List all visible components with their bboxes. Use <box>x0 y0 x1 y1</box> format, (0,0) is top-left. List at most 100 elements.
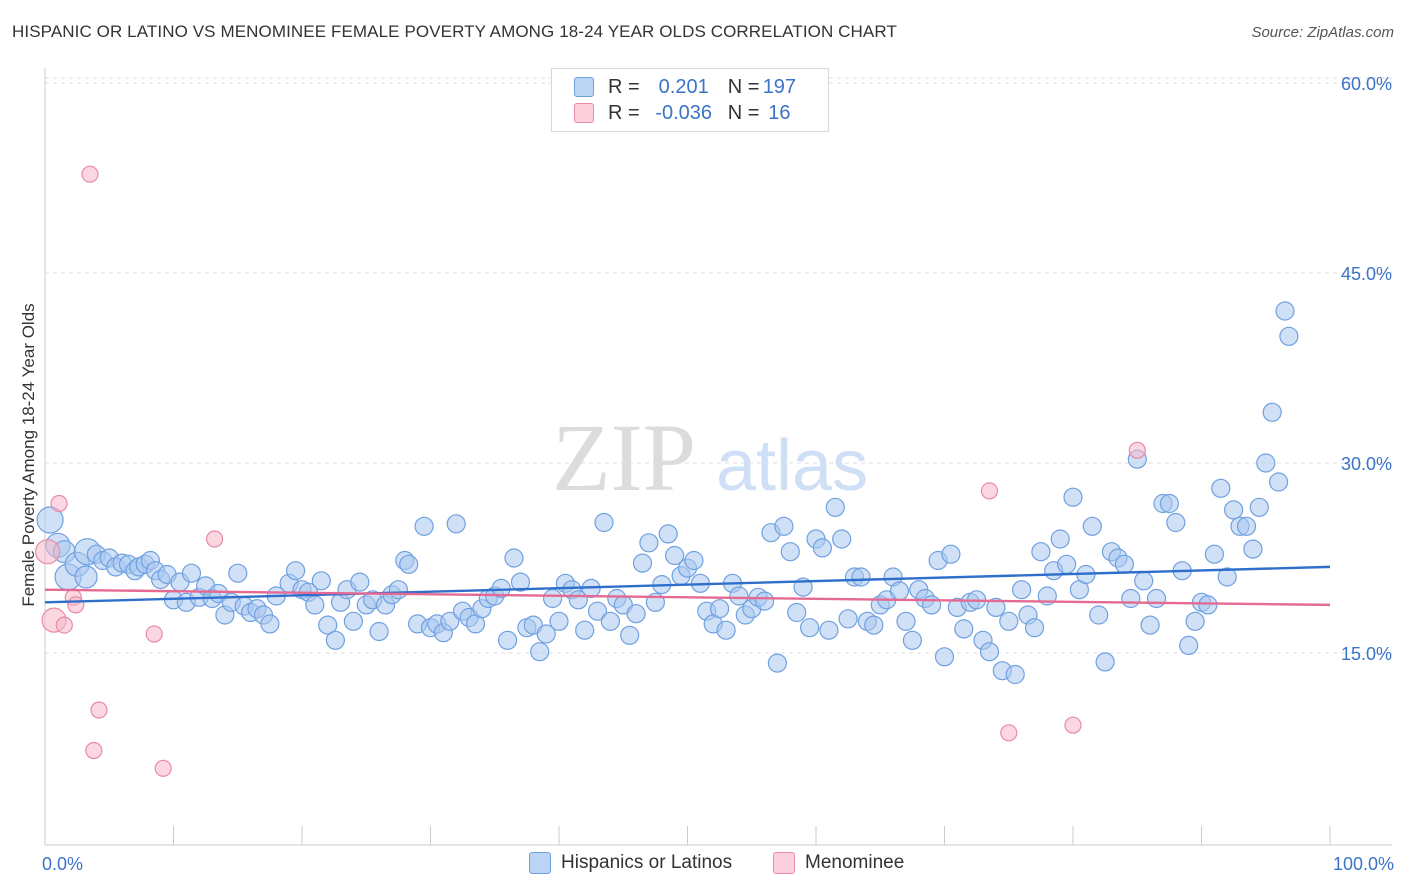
n-label: N = <box>727 101 760 124</box>
stats-row-hispanics: R = 0.201 N = 197 <box>574 75 799 99</box>
point-hispanics <box>1063 487 1083 507</box>
point-hispanics <box>1121 588 1141 609</box>
series-legend: Hispanics or Latinos Menominee <box>0 852 1406 878</box>
point-hispanics <box>979 642 1000 662</box>
point-hispanics <box>36 506 64 534</box>
point-hispanics <box>1146 588 1167 609</box>
point-hispanics <box>1223 500 1244 520</box>
tick-labels: 15.0% 30.0% 45.0% 60.0% 0.0% 100.0% <box>42 74 1394 874</box>
r-label: R = <box>608 75 640 98</box>
point-hispanics <box>864 615 884 635</box>
point-hispanics <box>1114 554 1135 574</box>
point-hispanics <box>934 647 955 667</box>
axes <box>44 68 1392 846</box>
r-label: R = <box>608 101 640 124</box>
y-tick-label: 60.0% <box>1341 74 1392 94</box>
point-menominee <box>145 625 163 643</box>
point-hispanics <box>1279 326 1299 346</box>
point-menominee <box>34 539 61 565</box>
point-hispanics <box>787 602 807 623</box>
point-hispanics <box>1140 615 1160 635</box>
point-menominee <box>1000 724 1018 742</box>
point-hispanics <box>851 567 871 587</box>
point-hispanics <box>902 630 923 650</box>
point-hispanics <box>1095 652 1115 672</box>
point-hispanics <box>74 565 98 589</box>
x-tick-label-max: 100.0% <box>1333 854 1394 874</box>
n-value: 16 <box>768 101 791 124</box>
point-hispanics <box>838 609 858 629</box>
stats-legend: R = 0.201 N = 197 R = -0.036 N = 16 <box>551 68 829 132</box>
point-hispanics <box>530 642 550 662</box>
point-menominee <box>1128 441 1146 459</box>
r-value: -0.036 <box>655 101 713 124</box>
series-hispanics-points <box>36 301 1299 685</box>
point-hispanics <box>1134 571 1154 591</box>
point-hispanics <box>1256 453 1276 473</box>
point-hispanics <box>819 620 839 640</box>
point-hispanics <box>1005 664 1025 685</box>
trend-line-menominee <box>44 588 1331 607</box>
point-hispanics <box>1159 493 1180 514</box>
point-hispanics <box>1217 567 1237 587</box>
point-hispanics <box>542 588 563 609</box>
point-hispanics <box>587 601 608 621</box>
point-hispanics <box>632 553 653 573</box>
point-hispanics <box>774 516 794 536</box>
point-hispanics <box>832 529 852 549</box>
point-hispanics <box>921 595 942 615</box>
point-hispanics <box>1056 554 1077 574</box>
n-value: 197 <box>762 75 797 98</box>
point-hispanics <box>305 595 325 615</box>
point-hispanics <box>941 544 961 564</box>
point-hispanics <box>325 630 345 650</box>
point-hispanics <box>1268 472 1289 492</box>
legend-label-menominee: Menominee <box>805 852 905 873</box>
point-hispanics <box>716 620 736 640</box>
point-hispanics <box>1011 580 1032 600</box>
point-hispanics <box>1243 539 1263 559</box>
point-menominee <box>55 616 73 634</box>
point-menominee <box>90 701 108 719</box>
point-menominee <box>154 759 172 777</box>
point-hispanics <box>1198 595 1218 615</box>
point-hispanics <box>1185 611 1205 631</box>
legend-swatch-menominee <box>773 852 795 874</box>
point-hispanics <box>228 563 248 583</box>
point-menominee <box>67 596 85 614</box>
series-menominee-points <box>34 165 1146 777</box>
point-hispanics <box>311 571 331 591</box>
point-hispanics <box>780 542 800 562</box>
point-hispanics <box>399 554 419 574</box>
point-hispanics <box>729 586 749 606</box>
r-value: 0.201 <box>658 75 709 98</box>
legend-swatch-menominee <box>574 103 594 123</box>
point-hispanics <box>600 611 621 631</box>
n-label: N = <box>727 75 760 98</box>
point-hispanics <box>767 653 788 673</box>
legend-item-menominee: Menominee <box>773 852 904 874</box>
point-hispanics <box>1236 516 1257 536</box>
point-hispanics <box>549 611 569 631</box>
point-hispanics <box>1204 544 1225 564</box>
point-hispanics <box>369 621 389 642</box>
watermark-zip: ZIP <box>552 404 696 511</box>
point-hispanics <box>1089 605 1109 625</box>
point-hispanics <box>1050 529 1070 549</box>
point-menominee <box>206 530 224 548</box>
y-tick-label: 30.0% <box>1341 454 1392 474</box>
legend-item-hispanics: Hispanics or Latinos <box>529 852 732 874</box>
point-hispanics <box>414 516 434 536</box>
point-hispanics <box>658 524 678 544</box>
point-hispanics <box>181 563 202 583</box>
legend-swatch-hispanics <box>574 77 594 97</box>
point-hispanics <box>889 581 910 601</box>
point-hispanics <box>1031 542 1051 562</box>
point-menominee <box>980 482 999 500</box>
point-hispanics <box>684 550 704 571</box>
point-hispanics <box>446 514 466 534</box>
point-menominee <box>1064 716 1082 734</box>
point-hispanics <box>498 630 518 650</box>
point-menominee <box>81 165 99 183</box>
point-hispanics <box>440 611 460 631</box>
